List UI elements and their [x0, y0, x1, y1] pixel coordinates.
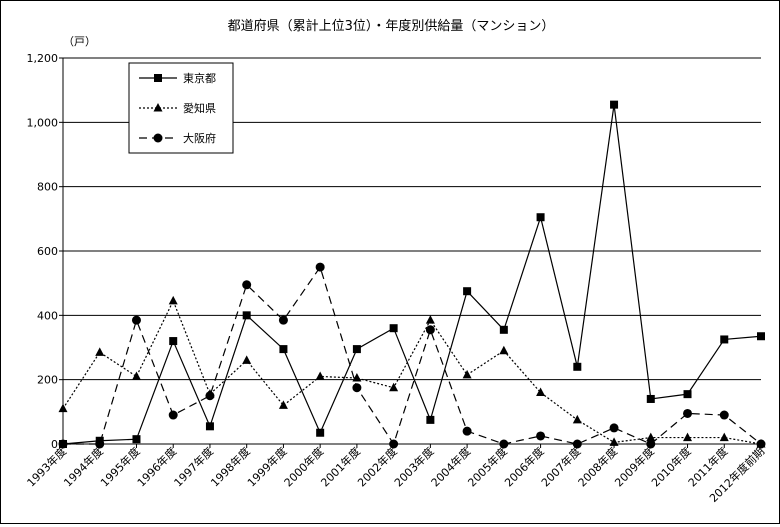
data-point	[58, 439, 68, 449]
data-point	[169, 337, 178, 346]
data-point	[646, 439, 656, 449]
legend-label: 大阪府	[183, 131, 216, 145]
axes	[59, 57, 762, 448]
data-point	[499, 345, 509, 355]
data-point	[462, 426, 472, 436]
data-point	[756, 439, 766, 449]
legend-label: 愛知県	[183, 101, 216, 115]
data-point	[610, 100, 619, 109]
series-1	[58, 295, 766, 448]
data-point	[462, 369, 472, 379]
data-point	[58, 403, 68, 413]
data-point	[757, 332, 765, 341]
data-point	[315, 371, 325, 380]
data-point	[609, 423, 619, 433]
data-point	[315, 262, 325, 272]
data-point	[499, 325, 508, 334]
data-point	[646, 432, 656, 442]
data-point	[95, 347, 105, 356]
data-point	[609, 437, 619, 446]
series-line	[62, 104, 762, 445]
data-point	[278, 315, 288, 325]
data-point	[168, 295, 178, 305]
series-line	[63, 265, 762, 446]
data-point	[352, 345, 361, 354]
legend-marker	[153, 133, 163, 143]
y-tick-labels: 0 200 400 600 800 1,000 1,200	[27, 52, 59, 451]
data-point	[205, 422, 214, 431]
y-tick-label: 1,200	[27, 52, 59, 65]
data-point	[242, 355, 252, 364]
legend-marker	[154, 74, 162, 82]
legend-marker	[153, 103, 163, 112]
data-point	[389, 324, 398, 333]
y-tick-label: 200	[37, 374, 58, 387]
series-0	[59, 100, 765, 448]
data-point	[683, 408, 693, 418]
data-point	[316, 428, 325, 437]
data-point	[131, 371, 141, 380]
data-point	[278, 400, 288, 409]
data-point	[205, 391, 215, 401]
data-point	[389, 382, 399, 392]
data-point	[279, 345, 288, 354]
data-point	[426, 415, 435, 424]
data-point	[168, 410, 178, 420]
y-tick-label: 800	[37, 181, 58, 194]
data-point	[536, 431, 546, 441]
data-point	[536, 213, 545, 222]
data-point	[242, 311, 251, 320]
data-point	[573, 362, 582, 371]
legend-label: 東京都	[183, 71, 216, 85]
y-tick-label: 0	[51, 438, 58, 451]
data-point	[95, 439, 105, 449]
data-point	[132, 435, 141, 444]
data-point	[720, 335, 729, 344]
y-tick-label: 1,000	[27, 116, 59, 129]
data-point	[463, 287, 472, 296]
data-point	[572, 414, 582, 424]
data-point	[352, 383, 362, 393]
data-point	[131, 315, 141, 325]
data-point	[352, 373, 362, 382]
data-point	[719, 432, 729, 442]
series-lines	[58, 100, 766, 449]
data-point	[499, 439, 509, 449]
data-point	[389, 439, 399, 449]
y-axis-unit-label: （戸）	[63, 35, 96, 48]
data-point	[425, 325, 435, 335]
data-point	[683, 432, 693, 442]
data-point	[646, 394, 655, 403]
x-tick-labels: 1993年度1994年度1995年度1996年度1997年度1998年度1999…	[24, 444, 767, 505]
data-point	[536, 387, 546, 397]
data-point	[425, 315, 435, 324]
data-point	[683, 390, 692, 399]
y-tick-label: 400	[37, 309, 58, 322]
series-2	[58, 262, 766, 449]
y-tick-label: 600	[37, 245, 58, 258]
data-point	[719, 410, 729, 420]
data-point	[242, 280, 252, 290]
chart-title: 都道府県（累計上位3位）・年度別供給量（マンション）	[228, 18, 555, 34]
data-point	[572, 439, 582, 449]
